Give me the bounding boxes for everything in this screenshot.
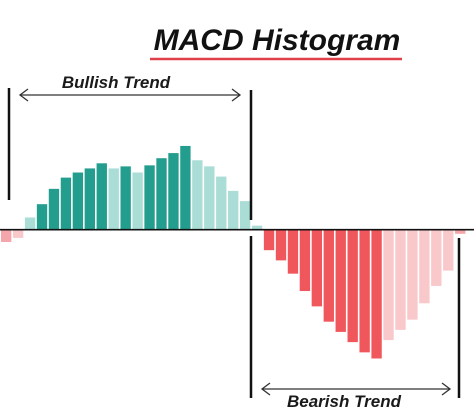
histogram-bar (287, 229, 299, 274)
histogram-bar (347, 229, 358, 343)
histogram-bars (1, 145, 466, 359)
histogram-bar (419, 229, 430, 304)
histogram-bar (72, 172, 84, 230)
histogram-bar (383, 229, 394, 341)
histogram-bar (311, 229, 323, 307)
bullish-arrow-left-head (18, 88, 29, 102)
histogram-bar (335, 229, 346, 332)
chart-title: MACD Histogram (154, 24, 401, 57)
bearish-trend-label: Bearish Trend (287, 392, 402, 411)
histogram-bar (144, 165, 155, 230)
histogram-bar (251, 225, 263, 230)
histogram-bar (96, 163, 107, 230)
histogram-bar (60, 177, 72, 230)
histogram-bar (216, 176, 227, 230)
histogram-bar (84, 168, 95, 230)
histogram-bar (48, 188, 60, 230)
histogram-bar (1, 229, 12, 242)
histogram-bar (275, 229, 287, 261)
bearish-arrow-left-head (260, 382, 271, 396)
histogram-bar (168, 153, 179, 230)
histogram-bar (407, 229, 418, 320)
histogram-bar (36, 204, 48, 230)
histogram-bar (120, 166, 131, 230)
histogram-bar (24, 217, 36, 230)
histogram-bar (371, 229, 382, 359)
histogram-bar (359, 229, 370, 353)
bearish-arrow-right-head (441, 382, 452, 396)
bullish-arrow-right-head (231, 88, 242, 102)
histogram-bar (132, 172, 143, 230)
histogram-bar (156, 158, 167, 230)
histogram-bar (443, 229, 454, 271)
bearish-label-backdrop (284, 391, 410, 413)
histogram-bar (299, 229, 311, 292)
histogram-bar (228, 190, 239, 230)
histogram-bar (323, 229, 334, 322)
histogram-bar (204, 166, 215, 230)
histogram-bar (192, 160, 203, 230)
histogram-bar (108, 168, 119, 230)
bullish-label-backdrop (56, 72, 180, 94)
histogram-bar (455, 229, 466, 234)
histogram-bar (12, 229, 24, 238)
histogram-bar (180, 145, 191, 230)
histogram-bar (263, 229, 275, 251)
histogram-bar (431, 229, 442, 286)
histogram-bar (239, 201, 251, 230)
bullish-trend-label: Bullish Trend (62, 73, 171, 92)
histogram-bar (395, 229, 406, 330)
